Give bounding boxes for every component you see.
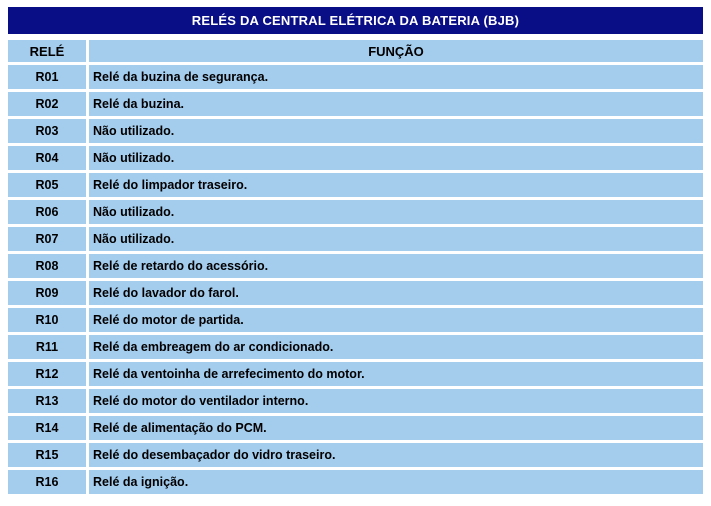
relay-id-cell: R07 [8, 227, 86, 251]
function-cell: Relé da ignição. [89, 470, 703, 494]
table-row: R10 Relé do motor de partida. [8, 308, 703, 332]
relay-id-cell: R01 [8, 65, 86, 89]
relay-id-cell: R15 [8, 443, 86, 467]
table-row: R12 Relé da ventoinha de arrefecimento d… [8, 362, 703, 386]
relay-id-cell: R11 [8, 335, 86, 359]
table-row: R01 Relé da buzina de segurança. [8, 65, 703, 89]
table-row: R08 Relé de retardo do acessório. [8, 254, 703, 278]
table-row: R13 Relé do motor do ventilador interno. [8, 389, 703, 413]
function-cell: Não utilizado. [89, 227, 703, 251]
relay-id-cell: R12 [8, 362, 86, 386]
relay-id-cell: R06 [8, 200, 86, 224]
function-cell: Relé da ventoinha de arrefecimento do mo… [89, 362, 703, 386]
relay-table: RELÉS DA CENTRAL ELÉTRICA DA BATERIA (BJ… [8, 7, 703, 494]
function-cell: Relé da buzina de segurança. [89, 65, 703, 89]
relay-id-cell: R13 [8, 389, 86, 413]
table-row: R06 Não utilizado. [8, 200, 703, 224]
function-cell: Relé da buzina. [89, 92, 703, 116]
function-cell: Não utilizado. [89, 146, 703, 170]
relay-column-header: RELÉ [8, 40, 86, 62]
table-row: R02 Relé da buzina. [8, 92, 703, 116]
table-row: R16 Relé da ignição. [8, 470, 703, 494]
relay-id-cell: R04 [8, 146, 86, 170]
table-title: RELÉS DA CENTRAL ELÉTRICA DA BATERIA (BJ… [8, 7, 703, 34]
table-row: R07 Não utilizado. [8, 227, 703, 251]
relay-id-cell: R03 [8, 119, 86, 143]
table-row: R04 Não utilizado. [8, 146, 703, 170]
table-row: R03 Não utilizado. [8, 119, 703, 143]
table-row: R05 Relé do limpador traseiro. [8, 173, 703, 197]
relay-id-cell: R09 [8, 281, 86, 305]
function-cell: Relé do limpador traseiro. [89, 173, 703, 197]
header-row: RELÉ FUNÇÃO [8, 40, 703, 62]
function-cell: Relé da embreagem do ar condicionado. [89, 335, 703, 359]
table-row: R14 Relé de alimentação do PCM. [8, 416, 703, 440]
table-row: R09 Relé do lavador do farol. [8, 281, 703, 305]
relay-id-cell: R16 [8, 470, 86, 494]
function-cell: Relé do desembaçador do vidro traseiro. [89, 443, 703, 467]
function-cell: Relé de alimentação do PCM. [89, 416, 703, 440]
relay-id-cell: R08 [8, 254, 86, 278]
function-cell: Relé do motor do ventilador interno. [89, 389, 703, 413]
table-row: R15 Relé do desembaçador do vidro trasei… [8, 443, 703, 467]
function-cell: Relé do motor de partida. [89, 308, 703, 332]
function-column-header: FUNÇÃO [89, 40, 703, 62]
relay-id-cell: R14 [8, 416, 86, 440]
function-cell: Relé de retardo do acessório. [89, 254, 703, 278]
function-cell: Não utilizado. [89, 200, 703, 224]
relay-id-cell: R02 [8, 92, 86, 116]
relay-id-cell: R10 [8, 308, 86, 332]
function-cell: Não utilizado. [89, 119, 703, 143]
relay-id-cell: R05 [8, 173, 86, 197]
table-row: R11 Relé da embreagem do ar condicionado… [8, 335, 703, 359]
function-cell: Relé do lavador do farol. [89, 281, 703, 305]
